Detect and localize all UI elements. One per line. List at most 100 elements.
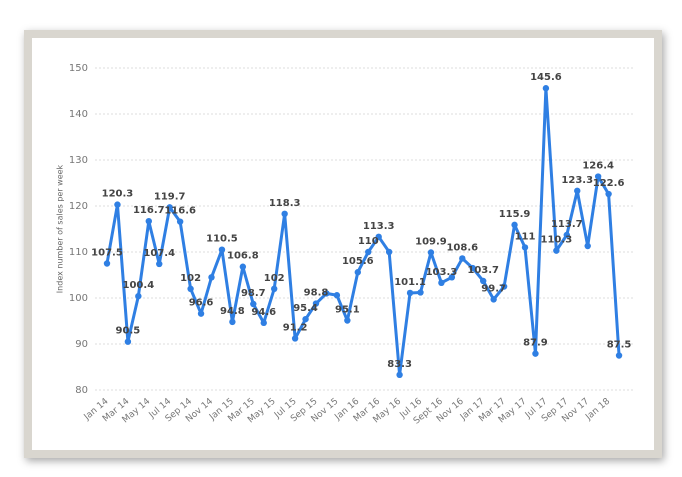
marker — [124, 338, 132, 345]
marker — [218, 246, 226, 253]
marker — [312, 300, 320, 307]
marker — [302, 315, 309, 323]
data-label: 103.7 — [467, 265, 499, 276]
data-label: 87.5 — [607, 340, 632, 351]
marker — [615, 352, 623, 359]
data-label: 145.6 — [530, 72, 562, 83]
data-label: 91.2 — [283, 322, 308, 333]
marker — [281, 210, 288, 218]
marker — [574, 187, 581, 195]
data-label: 106.8 — [227, 251, 259, 262]
data-label: 116.7 — [133, 205, 165, 216]
data-label: 113.7 — [551, 219, 583, 230]
marker — [438, 279, 445, 287]
marker — [532, 350, 539, 357]
data-label: 109.9 — [415, 236, 447, 247]
marker — [469, 264, 476, 272]
data-label: 110.3 — [541, 235, 573, 246]
data-label: 113.3 — [363, 221, 395, 232]
marker — [594, 173, 602, 180]
y-axis-label: Index number of sales per week — [56, 164, 65, 293]
data-label: 120.3 — [102, 189, 134, 200]
data-label: 108.6 — [446, 242, 478, 253]
marker — [114, 201, 121, 208]
marker — [480, 277, 487, 285]
data-label: 110.5 — [206, 234, 238, 245]
y-tick-label: 150 — [69, 63, 88, 74]
marker — [166, 204, 173, 211]
data-label: 107.5 — [91, 248, 123, 259]
marker — [542, 85, 550, 92]
y-tick-label: 90 — [75, 339, 88, 350]
y-tick-label: 80 — [75, 385, 88, 396]
data-label: 98.8 — [304, 288, 329, 299]
data-label: 118.3 — [269, 198, 301, 209]
data-label: 126.4 — [582, 161, 614, 172]
marker — [187, 285, 194, 292]
marker — [584, 242, 591, 250]
marker — [490, 296, 497, 303]
marker — [427, 249, 435, 256]
marker — [323, 290, 330, 297]
marker — [521, 244, 529, 251]
y-tick-label: 100 — [69, 293, 88, 304]
marker — [291, 335, 299, 342]
marker — [333, 292, 341, 299]
marker — [500, 283, 508, 290]
marker — [417, 289, 424, 296]
marker — [553, 247, 560, 254]
data-label: 103.3 — [426, 267, 458, 278]
data-label: 111 — [515, 231, 536, 242]
marker — [271, 285, 278, 292]
data-label: 102 — [180, 273, 201, 284]
data-label: 116.6 — [164, 206, 196, 217]
y-tick-label: 110 — [69, 247, 88, 258]
marker — [406, 289, 414, 297]
data-label: 94.6 — [251, 307, 276, 318]
marker — [385, 248, 393, 256]
marker — [145, 217, 152, 225]
data-label: 90.5 — [116, 326, 141, 337]
marker — [208, 274, 215, 281]
data-label: 107.4 — [143, 248, 175, 259]
marker — [396, 371, 403, 379]
marker — [365, 248, 372, 256]
marker — [511, 221, 518, 229]
marker — [375, 233, 382, 241]
data-label: 105.6 — [342, 256, 374, 267]
marker — [156, 260, 163, 268]
y-tick-label: 140 — [69, 109, 88, 120]
y-tick-label: 120 — [69, 201, 88, 212]
marker — [260, 319, 267, 327]
marker — [605, 190, 612, 198]
marker — [250, 300, 257, 308]
marker — [459, 255, 466, 262]
marker — [448, 274, 456, 281]
data-label: 94.8 — [220, 306, 245, 317]
marker — [229, 318, 236, 326]
data-label: 102 — [264, 273, 285, 284]
marker — [239, 263, 247, 270]
data-label: 101.1 — [394, 277, 426, 288]
data-label: 119.7 — [154, 191, 186, 202]
marker — [135, 292, 142, 300]
data-label: 83.3 — [387, 359, 412, 370]
data-label: 115.9 — [499, 209, 531, 220]
marker — [344, 317, 351, 324]
marker — [176, 218, 184, 225]
data-label: 110 — [358, 236, 379, 247]
y-tick-label: 130 — [69, 155, 88, 166]
data-label: 123.3 — [561, 175, 593, 186]
data-label: 98.7 — [241, 288, 266, 299]
marker — [354, 269, 361, 276]
data-label: 100.4 — [123, 280, 155, 291]
data-label: 95.4 — [293, 303, 318, 314]
marker — [197, 310, 205, 317]
data-label: 87.9 — [523, 338, 548, 349]
data-label: 95.1 — [335, 305, 360, 316]
line — [105, 86, 621, 377]
data-label: 96.6 — [189, 298, 214, 309]
data-label: 122.6 — [593, 178, 625, 189]
